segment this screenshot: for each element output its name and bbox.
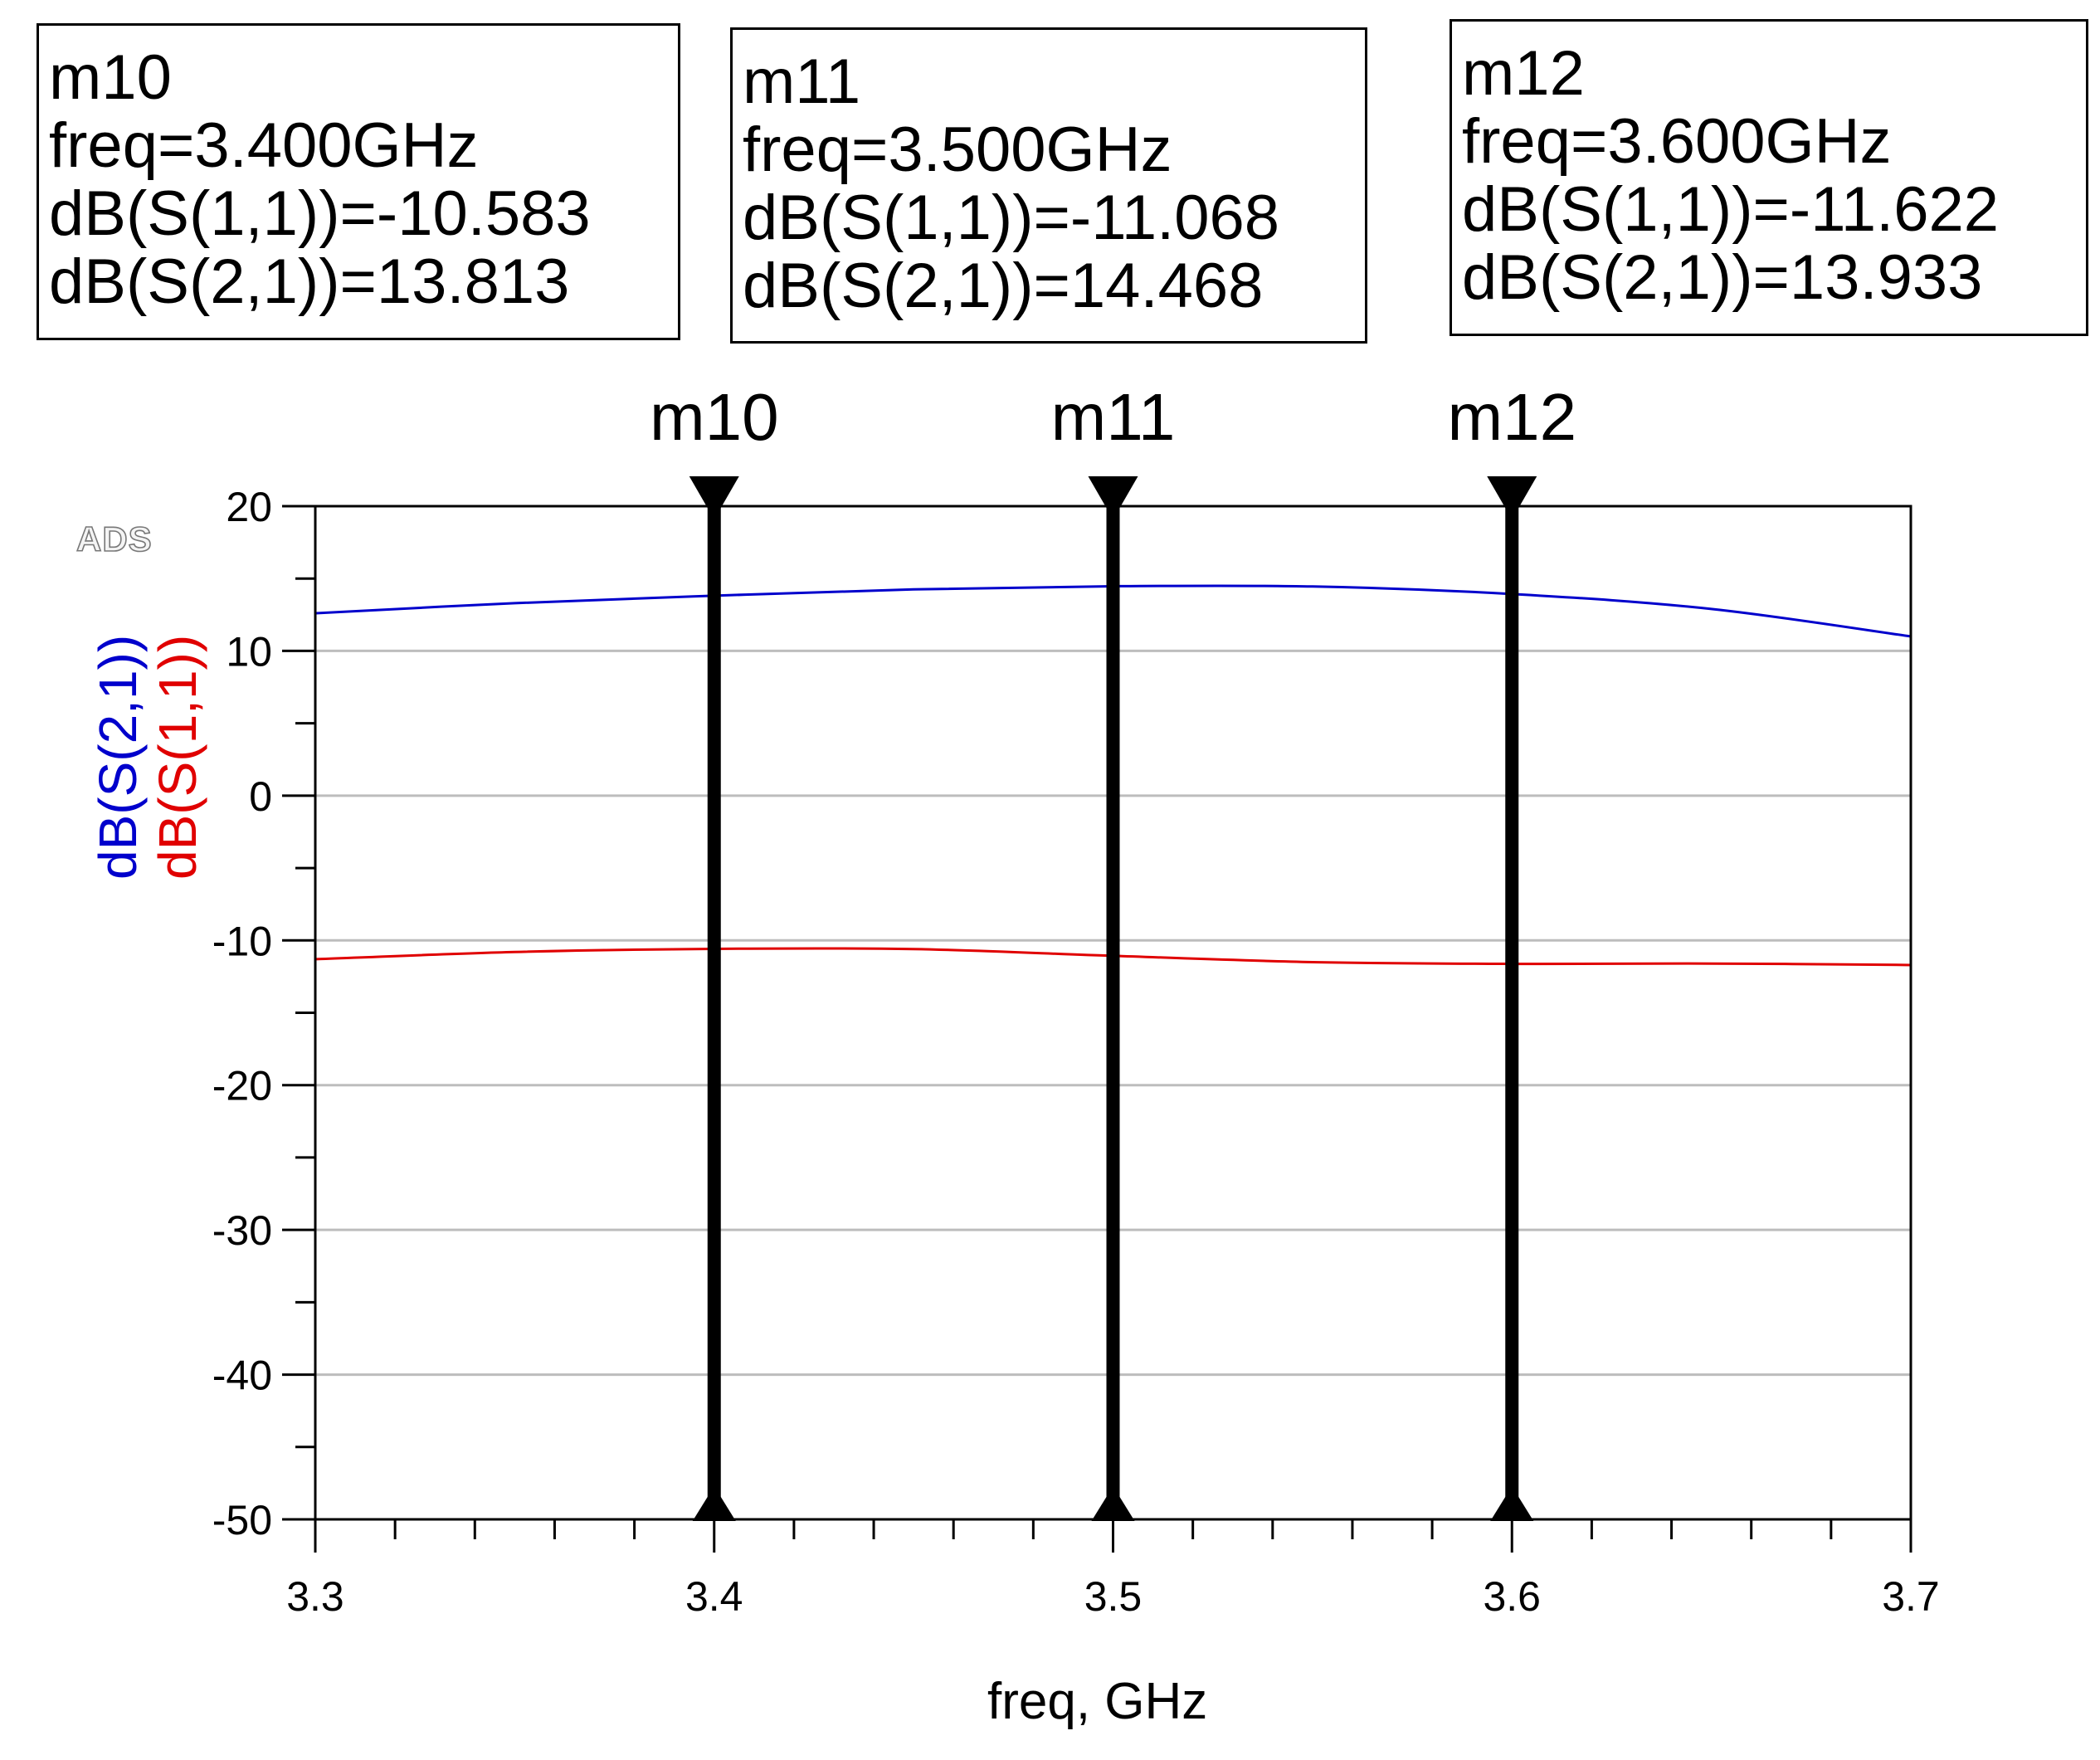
marker-bottom-triangle: [1490, 1486, 1534, 1521]
marker-readout-s21: dB(S(2,1))=13.933: [1462, 242, 1983, 313]
x-tick-label: 3.6: [1483, 1573, 1541, 1620]
x-axis-label: freq, GHz: [987, 1673, 1208, 1730]
marker-bottom-triangle: [1091, 1486, 1135, 1521]
marker-label: m11: [1051, 380, 1176, 454]
y-tick-label: 10: [226, 628, 272, 675]
marker-readout-s11: dB(S(1,1))=-11.068: [743, 183, 1280, 253]
marker-readout-freq: freq=3.600GHz: [1462, 106, 1892, 177]
y-tick-label: -30: [212, 1207, 272, 1254]
marker-readout-m11[interactable]: m11 freq=3.500GHz dB(S(1,1))=-11.068 dB(…: [730, 27, 1367, 344]
y-tick-label: 20: [226, 484, 272, 530]
marker-label: m10: [650, 380, 779, 454]
marker-readout-name: m10: [49, 42, 172, 113]
marker-readout-m12[interactable]: m12 freq=3.600GHz dB(S(1,1))=-11.622 dB(…: [1450, 19, 2088, 336]
marker-top-triangle: [1088, 476, 1138, 519]
marker-readout-m10[interactable]: m10 freq=3.400GHz dB(S(1,1))=-10.583 dB(…: [37, 23, 680, 340]
marker-label: m12: [1447, 380, 1576, 454]
x-tick-label: 3.7: [1882, 1573, 1940, 1620]
marker-readout-freq: freq=3.500GHz: [743, 115, 1172, 185]
marker-readout-freq: freq=3.400GHz: [49, 110, 479, 181]
y-tick-label: 0: [249, 773, 272, 820]
ads-logo: ADS: [76, 519, 153, 559]
marker-readout-s11: dB(S(1,1))=-11.622: [1462, 174, 2000, 245]
marker-readout-name: m12: [1462, 38, 1585, 109]
x-tick-label: 3.4: [685, 1573, 743, 1620]
marker-top-triangle: [689, 476, 739, 519]
x-tick-label: 3.3: [286, 1573, 344, 1620]
marker-top-triangle: [1487, 476, 1537, 519]
y-tick-label: -10: [212, 918, 272, 964]
marker-layer: m10 m11 m12: [650, 380, 1576, 1521]
marker-readout-name: m11: [743, 46, 861, 117]
marker-readout-s21: dB(S(2,1))=13.813: [49, 246, 570, 317]
y-tick-label: -40: [212, 1353, 272, 1399]
marker-readout-s21: dB(S(2,1))=14.468: [743, 251, 1264, 321]
marker-bottom-triangle: [692, 1486, 736, 1521]
axis-layer: 20 10 0 -10 -20 -30 -40 -50 3.3 3.4 3.5 3.6 3.7: [212, 484, 1940, 1620]
marker-readout-s11: dB(S(1,1))=-10.583: [49, 178, 591, 249]
y-tick-label: -50: [212, 1497, 272, 1543]
y-tick-label: -20: [212, 1063, 272, 1109]
x-tick-label: 3.5: [1084, 1573, 1143, 1620]
